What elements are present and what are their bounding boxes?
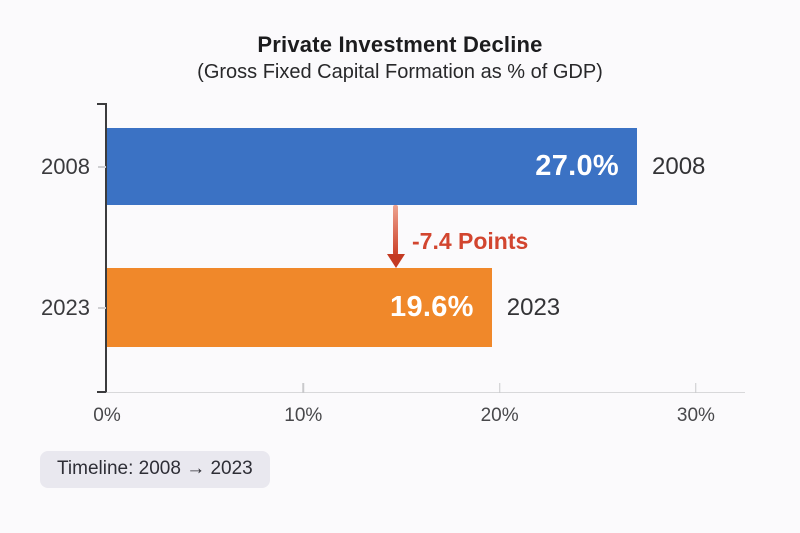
bar-outside-label-2023: 2023 (506, 293, 561, 321)
bar-value-2023: 19.6% (390, 291, 474, 323)
decline-annotation: -7.4 Points (386, 205, 528, 268)
bar-2023: 19.6% (107, 268, 492, 347)
decline-annotation-label: -7.4 Points (412, 228, 529, 254)
x-ticklabel-10: 10% (284, 405, 323, 426)
x-ticklabel-30: 30% (676, 405, 715, 426)
bar-row-2023: 19.6% 2023 (107, 268, 745, 347)
category-tick-2023 (98, 307, 106, 309)
x-tickmark-10 (302, 383, 305, 393)
timeline-badge: Timeline: 2008 → 2023 (40, 451, 270, 488)
plot-area: 2008 2023 27.0% 2008 19.6% 2023 -7.4 Poi… (41, 103, 745, 426)
chart-title: Private Investment Decline (257, 32, 543, 57)
chart-subtitle: (Gross Fixed Capital Formation as % of G… (197, 61, 603, 83)
y-axis-top-tick (97, 103, 106, 105)
x-tickmark-30 (695, 383, 697, 393)
x-ticklabel-0: 0% (93, 405, 121, 426)
y-axis-bottom-tick (97, 391, 106, 393)
y-axis-label-2023: 2023 (41, 295, 90, 320)
x-ticklabel-20: 20% (480, 405, 519, 426)
down-arrow-icon (393, 205, 398, 255)
y-axis-label-2008: 2008 (41, 154, 90, 179)
bar-value-2008: 27.0% (535, 150, 620, 182)
bar-2008: 27.0% (107, 128, 638, 205)
x-tickmark-20 (498, 383, 501, 393)
bar-outside-label-2008: 2008 (652, 152, 706, 180)
down-arrow-head-icon (386, 254, 405, 268)
category-tick-2008 (98, 166, 106, 168)
bar-row-2008: 27.0% 2008 (107, 128, 745, 205)
